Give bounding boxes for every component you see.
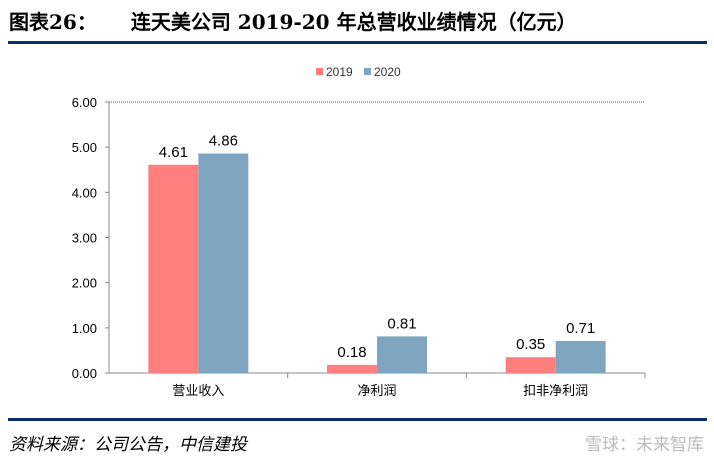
y-tick-label: 0.00 (72, 366, 97, 381)
y-tick-label: 6.00 (72, 95, 97, 110)
x-tick-label: 营业收入 (172, 384, 224, 399)
chart-title: 图表26： 连天美公司 2019-20 年总营收业绩情况（亿元） (9, 6, 577, 35)
x-tick-label: 净利润 (357, 384, 396, 399)
bar-2020-2 (555, 340, 606, 373)
data-label: 0.81 (387, 315, 416, 332)
data-label: 4.61 (159, 144, 188, 161)
x-tick-label: 扣非净利润 (523, 384, 588, 399)
bar-2020-0 (198, 153, 249, 373)
title-text: 连天美公司 2019-20 年总营收业绩情况（亿元） (130, 10, 577, 34)
y-tick-label: 5.00 (72, 140, 97, 155)
bar-2019-2 (505, 357, 556, 373)
data-label: 0.35 (516, 336, 545, 353)
legend-label-2020: 2020 (374, 65, 401, 79)
bar-2020-1 (377, 336, 427, 373)
source-note: 资料来源：公司公告，中信建投 (9, 435, 247, 455)
y-tick-label: 3.00 (72, 231, 97, 246)
figure-number: 图表26： (9, 10, 97, 34)
legend-swatch-2020 (364, 68, 371, 75)
y-tick-label: 4.00 (72, 185, 97, 200)
data-label: 0.18 (337, 344, 366, 361)
watermark: 雪球：未来智库 (585, 435, 704, 455)
legend-label-2019: 2019 (326, 65, 353, 79)
y-tick-label: 1.00 (72, 321, 97, 336)
data-label: 0.71 (566, 320, 595, 337)
data-label: 4.86 (209, 132, 238, 149)
legend-swatch-2019 (316, 68, 323, 75)
top-rule (8, 41, 707, 44)
bottom-rule (8, 418, 707, 421)
y-tick-label: 2.00 (72, 276, 97, 291)
bar-2019-0 (148, 164, 199, 373)
bar-2019-1 (327, 364, 377, 373)
